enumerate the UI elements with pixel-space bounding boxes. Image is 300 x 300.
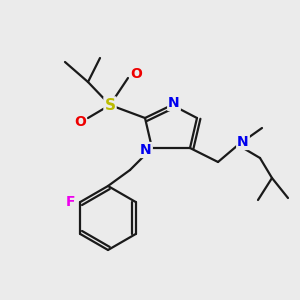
Text: O: O: [130, 67, 142, 81]
Text: N: N: [168, 96, 180, 110]
Text: N: N: [237, 135, 249, 149]
Text: F: F: [65, 195, 75, 209]
Text: N: N: [140, 143, 152, 157]
Text: O: O: [74, 115, 86, 129]
Text: S: S: [104, 98, 116, 112]
